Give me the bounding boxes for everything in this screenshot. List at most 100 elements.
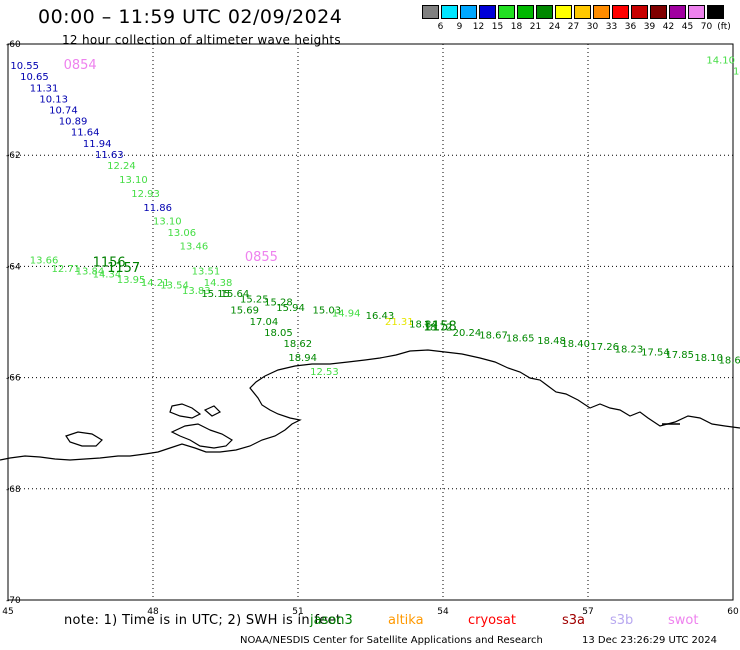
colorbar-swatch: [593, 5, 610, 19]
colorbar-label: 70: [700, 22, 713, 32]
colorbar-label: 15: [491, 22, 504, 32]
wave-height-value: 13.51: [192, 267, 221, 278]
wave-height-value: 18.67: [479, 331, 508, 342]
wave-height-value: 15.69: [230, 306, 259, 317]
wave-height-value: 12.24: [107, 161, 136, 172]
colorbar-label: 45: [681, 22, 694, 32]
wave-height-value: 13.46: [180, 242, 209, 253]
colorbar-label: 33: [605, 22, 618, 32]
wave-height-value: 15.15: [201, 289, 230, 300]
wave-height-value: 18.84: [409, 320, 438, 331]
colorbar-swatch: [555, 5, 572, 19]
footer-credit: NOAA/NESDIS Center for Satellite Applica…: [240, 635, 543, 646]
wave-height-value: 11.64: [71, 128, 100, 139]
colorbar-swatch: [517, 5, 534, 19]
colorbar-swatch: [631, 5, 648, 19]
pass-label: 1156: [93, 255, 126, 270]
satellite-legend-s3a: s3a: [562, 613, 586, 628]
colorbar-swatch: [498, 5, 515, 19]
wave-height-value: 17.85: [665, 350, 694, 361]
wave-height-value: 13.84: [76, 267, 105, 278]
map-title: 00:00 – 11:59 UTC 02/09/2024: [38, 6, 343, 28]
wave-height-value: 18.72: [424, 322, 453, 333]
wave-height-value: 18.10: [694, 353, 723, 364]
wave-height-value: 13.83: [182, 286, 211, 297]
wave-height-value: 15.03: [313, 306, 342, 317]
colorbar-label: 36: [624, 22, 637, 32]
wave-height-value: 13.10: [119, 175, 148, 186]
colorbar-swatch: [650, 5, 667, 19]
wave-height-value: 18.65: [719, 356, 740, 367]
colorbar-swatch: [536, 5, 553, 19]
lon-tick-label: 45: [2, 607, 13, 617]
satellite-legend-s3b: s3b: [610, 613, 634, 628]
wave-height-value: 12.71: [52, 264, 81, 275]
lon-tick-label: 57: [582, 607, 593, 617]
lon-tick-label: 60: [727, 607, 739, 617]
coastline-island-east: [65, 431, 103, 447]
pass-label: 0855: [245, 250, 278, 265]
satellite-legend-cryosat: cryosat: [468, 613, 516, 628]
wave-height-value: 10.65: [20, 72, 49, 83]
wave-height-value: 18.94: [288, 353, 317, 364]
colorbar-label: 12: [472, 22, 485, 32]
pass-label: 1157: [107, 261, 140, 276]
wave-height-value: 21.31: [385, 317, 414, 328]
wave-height-value: 18.23: [615, 345, 644, 356]
lat-tick-label: -68: [6, 485, 21, 495]
footer-timestamp: 13 Dec 23:26:29 UTC 2024: [582, 635, 717, 646]
wave-height-value: 18.62: [284, 339, 313, 350]
pass-label: 1158: [424, 319, 457, 334]
coastline-island: [169, 403, 202, 419]
wave-height-value: 14.94: [332, 308, 361, 319]
colorbar-label: 18: [510, 22, 523, 32]
colorbar-swatch: [479, 5, 496, 19]
wave-height-value: 20.24: [453, 328, 482, 339]
colorbar-swatch: [612, 5, 629, 19]
wave-height-value: 18.48: [537, 336, 566, 347]
satellite-legend-jason3: jason3: [310, 613, 353, 628]
axis-tick-labels: 45 48 51 54 57 60 -60 -62 -64 -66 -68 -70: [2, 40, 739, 617]
lon-tick-label: 48: [147, 607, 159, 617]
colorbar-swatch: [669, 5, 686, 19]
colorbar-label: 27: [567, 22, 580, 32]
wave-height-value: 12.53: [310, 367, 339, 378]
lat-tick-label: -60: [6, 40, 21, 50]
wave-height-value: 15.25: [240, 295, 269, 306]
colorbar-unit: (ft): [717, 22, 731, 32]
lat-tick-label: -64: [6, 262, 21, 272]
coastline-inlet: [170, 423, 233, 449]
wave-height-value: 16.43: [366, 311, 395, 322]
wave-height-value: 14.10: [706, 55, 735, 66]
wave-height-value: 13.06: [168, 228, 197, 239]
wave-height-value: 11.63: [95, 150, 124, 161]
colorbar-swatch: [460, 5, 477, 19]
map-frame: [7, 43, 734, 601]
map-border: [7, 43, 734, 601]
coastline-islet: [203, 405, 222, 417]
colorbar-label: 42: [662, 22, 675, 32]
wave-height-value: 11.31: [30, 83, 59, 94]
wave-height-value: 18.40: [561, 339, 590, 350]
wave-height-value: 10.89: [59, 117, 88, 128]
satellite-legend-swot: swot: [668, 613, 699, 628]
map-gridlines: [8, 44, 733, 600]
wave-height-value: 17.04: [250, 317, 279, 328]
wave-height-value: 11.86: [143, 203, 172, 214]
colorbar-swatch: [707, 5, 724, 19]
lat-tick-label: -62: [6, 151, 21, 161]
wave-height-value: 15.28: [264, 297, 293, 308]
wave-height-value: 13.95: [117, 275, 146, 286]
wave-height-value: 10.55: [10, 61, 39, 72]
wave-height-value: 15.64: [221, 289, 250, 300]
wave-height-value: 14.21: [141, 278, 170, 289]
wave-height-value: 18.05: [264, 328, 293, 339]
wave-height-value: 14.34: [93, 270, 122, 281]
wave-height-value: 13.66: [30, 256, 59, 267]
lon-tick-label: 54: [437, 607, 449, 617]
colorbar-swatch: [688, 5, 705, 19]
wave-height-value: 11.94: [83, 139, 112, 150]
wave-height-value: 18.65: [506, 333, 535, 344]
lon-tick-label: 51: [292, 607, 303, 617]
